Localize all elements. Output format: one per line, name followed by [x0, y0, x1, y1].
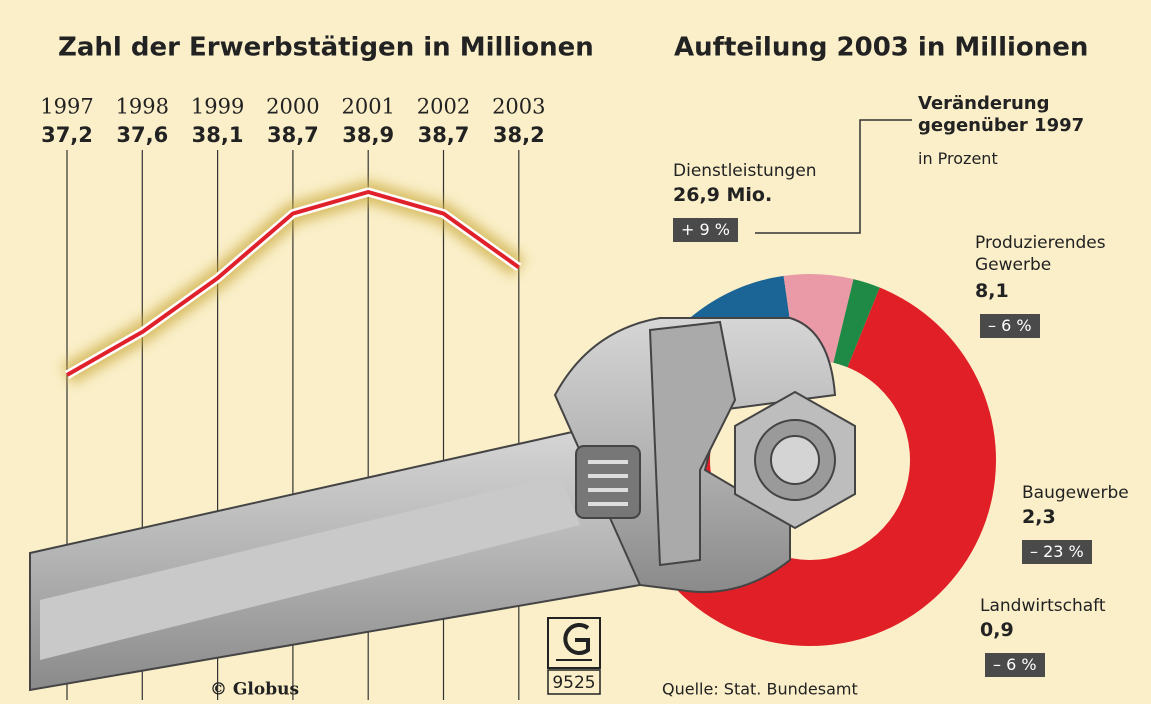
value-label: 38,1: [192, 123, 244, 147]
change-label: – 6 %: [993, 655, 1037, 674]
wrench: [30, 318, 855, 690]
value-label: 37,2: [41, 123, 93, 147]
value-label: 38,2: [493, 123, 545, 147]
credit: © Globus: [210, 680, 299, 700]
value-label: 37,6: [116, 123, 168, 147]
category-label: Landwirtschaft: [980, 595, 1148, 617]
change-box: – 6 %: [985, 653, 1045, 677]
value-label: 0,9: [980, 619, 1014, 641]
x-tick-label: 1997: [40, 95, 93, 119]
value-label: 26,9 Mio.: [673, 184, 772, 206]
source: Quelle: Stat. Bundesamt: [662, 680, 858, 699]
globus-logo: 9525: [548, 618, 600, 694]
category-label: Baugewerbe: [1022, 482, 1148, 504]
category-label: Dienstleistungen: [673, 160, 1148, 182]
x-tick-label: 2002: [417, 95, 470, 119]
change-label: – 6 %: [988, 316, 1032, 335]
x-tick-label: 1999: [191, 95, 244, 119]
value-label: 8,1: [975, 280, 1009, 302]
x-tick-label: 2001: [341, 95, 394, 119]
value-label: 38,7: [267, 123, 319, 147]
x-tick-label: 1998: [116, 95, 169, 119]
x-tick-label: 2003: [492, 95, 545, 119]
change-box: + 9 %: [673, 218, 738, 242]
graphic-id: 9525: [552, 673, 595, 693]
infographic: Zahl der Erwerbstätigen in Millionen Auf…: [0, 0, 1151, 704]
change-box: – 23 %: [1022, 540, 1092, 564]
annotation: Veränderung gegenüber 1997: [918, 93, 1118, 137]
category-label: Produzierendes Gewerbe: [975, 232, 1148, 276]
value-label: 38,7: [418, 123, 470, 147]
change-box: – 6 %: [980, 314, 1040, 338]
change-label: – 23 %: [1030, 542, 1084, 561]
x-tick-label: 2000: [266, 95, 319, 119]
value-label: 2,3: [1022, 506, 1056, 528]
donut-title: Aufteilung 2003 in Millionen: [674, 33, 1088, 63]
change-label: + 9 %: [681, 220, 730, 239]
line-title: Zahl der Erwerbstätigen in Millionen: [58, 33, 594, 63]
value-label: 38,9: [342, 123, 394, 147]
